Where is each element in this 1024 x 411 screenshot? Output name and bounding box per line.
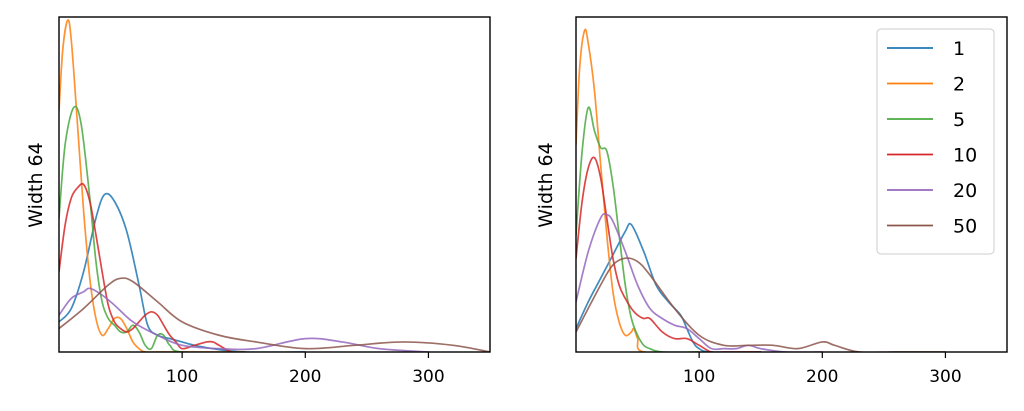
legend-label-20: 20 (953, 180, 977, 202)
right-x-tick-label-100: 100 (683, 367, 715, 387)
left-series-line-50 (59, 277, 490, 352)
left-x-tick-label-200: 200 (289, 367, 321, 387)
left-x-tick-label-300: 300 (412, 367, 444, 387)
right-series-line-50 (576, 257, 947, 352)
left-series-line-5 (59, 105, 245, 352)
legend-label-2: 2 (953, 74, 965, 96)
legend-label-1: 1 (953, 38, 965, 60)
left-y-axis-label: Width 64 (25, 142, 47, 227)
right-panel: Width 64 100 200 300 1 2 5 10 20 50 (535, 16, 1008, 387)
right-series-layer (576, 28, 947, 352)
right-x-tick-label-200: 200 (806, 367, 838, 387)
legend: 1 2 5 10 20 50 (876, 28, 995, 255)
legend-box (876, 28, 995, 255)
left-x-tick-label-100: 100 (166, 367, 198, 387)
right-series-line-1 (576, 222, 762, 352)
right-plot-frame (575, 16, 1008, 353)
left-series-layer (59, 19, 490, 352)
right-series-line-2 (576, 28, 700, 352)
left-series-line-10 (59, 182, 245, 352)
left-panel: Width 64 100 200 300 (25, 16, 491, 387)
legend-label-5: 5 (953, 109, 965, 131)
left-x-axis: 100 200 300 (166, 352, 445, 387)
legend-label-10: 10 (953, 145, 977, 167)
right-x-tick-label-300: 300 (929, 367, 961, 387)
left-plot-frame (58, 16, 491, 353)
right-y-axis-label: Width 64 (535, 142, 557, 227)
right-series-line-10 (576, 156, 762, 352)
legend-label-50: 50 (953, 216, 977, 238)
left-series-line-20 (59, 287, 430, 352)
right-x-axis: 100 200 300 (683, 352, 962, 387)
